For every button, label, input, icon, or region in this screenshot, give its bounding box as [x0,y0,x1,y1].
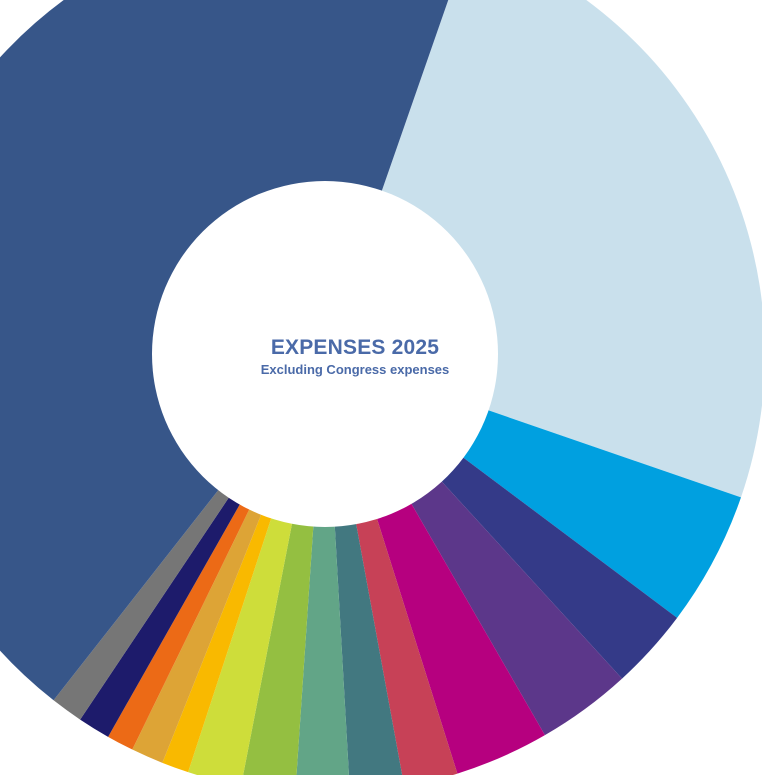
donut-hole [152,181,498,527]
donut-slice-8 [296,354,349,775]
chart-subtitle: Excluding Congress expenses [260,362,450,377]
donut-center-label: EXPENSES 2025 Excluding Congress expense… [185,335,525,379]
chart-title: EXPENSES 2025 [270,336,440,359]
